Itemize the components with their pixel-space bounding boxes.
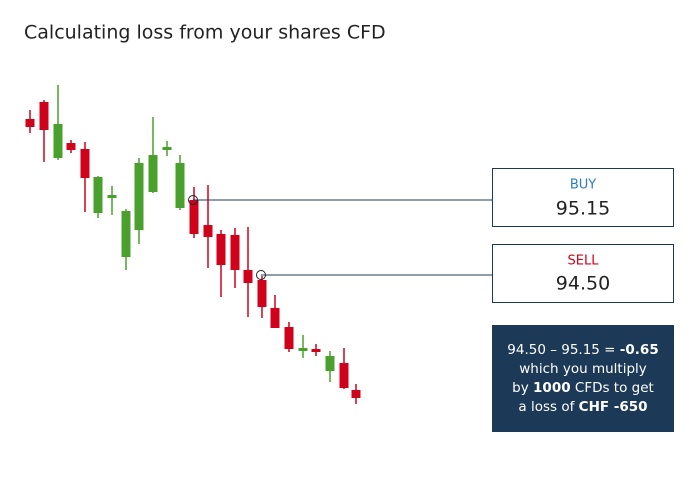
candle-body <box>216 234 226 265</box>
sell-label: SELL <box>568 254 600 269</box>
note-line: 94.50 – 95.15 = -0.65 <box>507 342 658 358</box>
candle-body <box>189 200 199 234</box>
candle-body <box>121 211 131 257</box>
candle-body <box>311 349 321 352</box>
candle-body <box>66 143 76 150</box>
candle-body <box>25 119 35 127</box>
candle-body <box>175 163 185 208</box>
candle-body <box>351 390 361 398</box>
candle-body <box>339 363 349 388</box>
buy-point <box>188 195 198 205</box>
note-line: by 1000 CFDs to get <box>512 380 654 396</box>
candle-body <box>93 177 103 213</box>
note-text: a loss of <box>518 399 578 415</box>
note-text: 94.50 – 95.15 = <box>507 342 620 358</box>
candle-body <box>284 327 294 349</box>
note-bold: -0.65 <box>620 342 659 358</box>
candles <box>25 85 361 404</box>
note-text: which you multiply <box>519 361 647 377</box>
title: Calculating loss from your shares CFD <box>24 22 386 44</box>
note-text: CFDs to get <box>571 380 654 396</box>
candle-body <box>270 308 280 328</box>
candle-body <box>298 348 308 351</box>
candle-body <box>162 147 172 150</box>
candle-body <box>203 225 213 237</box>
note-line: which you multiply <box>519 361 647 377</box>
sell-price: 94.50 <box>556 273 610 295</box>
buy-label: BUY <box>570 178 596 193</box>
candle-body <box>243 270 253 283</box>
candle-body <box>80 149 90 178</box>
candle-body <box>53 124 63 158</box>
note-text: by <box>512 380 533 396</box>
buy-box <box>492 168 674 227</box>
candle-body <box>230 235 240 270</box>
candle-body <box>39 102 49 130</box>
candle-body <box>107 195 117 198</box>
note-box <box>492 325 674 432</box>
buy-price: 95.15 <box>556 198 610 220</box>
note-line: a loss of CHF -650 <box>518 399 647 415</box>
candle-body <box>148 155 158 192</box>
sell-point <box>256 270 266 280</box>
candle-body <box>134 163 144 230</box>
candle-body <box>257 280 267 307</box>
sell-box <box>492 244 674 303</box>
note-bold: CHF -650 <box>579 399 648 415</box>
note: 94.50 – 95.15 = -0.65 which you multiply b… <box>507 342 658 415</box>
note-bold: 1000 <box>533 380 571 396</box>
candle-body <box>325 356 335 371</box>
